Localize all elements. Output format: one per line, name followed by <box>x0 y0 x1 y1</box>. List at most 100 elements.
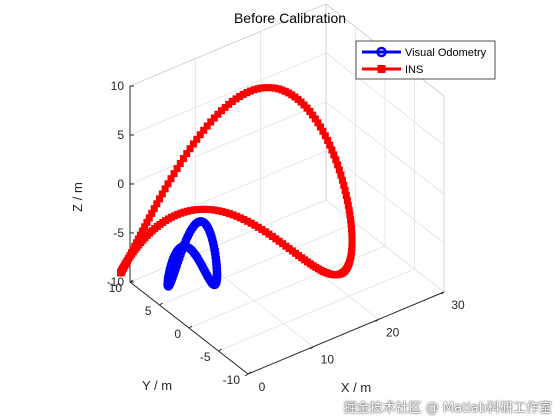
gridline-wall-z <box>129 199 327 283</box>
ins-marker <box>243 89 251 97</box>
ins-marker <box>328 146 336 154</box>
gridline-floor-y <box>218 268 415 352</box>
watermark: 掘金技术社区 @ Matlab科研工作室 <box>343 401 552 416</box>
ins-marker <box>347 216 355 224</box>
ins-marker <box>348 225 356 233</box>
chart-title: Before Calibration <box>234 10 346 26</box>
ins-marker <box>186 145 194 153</box>
ins-marker <box>176 160 184 168</box>
y-tick-mark <box>247 371 252 375</box>
ins-marker <box>309 111 317 119</box>
z-tick-label: 5 <box>117 128 124 142</box>
y-tick-mark <box>218 348 222 352</box>
legend-label-vo: Visual Odometry <box>405 47 487 59</box>
ins-marker <box>345 206 353 214</box>
ins-marker <box>156 195 164 203</box>
ins-marker <box>247 219 255 227</box>
ins-marker <box>138 227 146 235</box>
ins-marker <box>193 135 201 143</box>
ins-marker <box>183 150 191 158</box>
ins-marker <box>225 210 233 218</box>
x-axis-label: X / m <box>341 380 371 395</box>
ins-marker <box>236 93 244 101</box>
ins-marker <box>143 218 151 226</box>
ins-marker <box>239 90 247 98</box>
ins-marker <box>335 166 343 174</box>
z-tick-label: -10 <box>107 275 125 289</box>
ins-marker <box>200 126 208 134</box>
z-axis-label: Z / m <box>70 182 85 212</box>
ins-marker <box>148 209 156 217</box>
ins-marker <box>316 123 324 131</box>
grid <box>129 3 445 375</box>
vo-marker <box>175 250 185 260</box>
ins-marker <box>214 110 222 118</box>
ins-marker <box>340 181 348 189</box>
y-tick-mark <box>159 302 163 306</box>
ins-marker <box>258 226 266 234</box>
y-tick-label: 0 <box>174 327 181 341</box>
x-axis-line <box>247 291 445 375</box>
ins-marker <box>164 180 172 188</box>
ins-marker <box>337 171 345 179</box>
ins-marker <box>207 118 215 126</box>
x-tick-mark <box>440 291 445 295</box>
ins-marker <box>218 208 226 216</box>
ins-marker <box>228 97 236 105</box>
ins-marker <box>261 228 269 236</box>
ins-marker <box>265 230 273 238</box>
gridline-wall-z <box>325 52 445 146</box>
y-tick-label: 10 <box>109 281 123 295</box>
legend-marker-vo <box>376 46 387 58</box>
ins-marker <box>222 209 230 217</box>
ins-marker <box>203 122 211 130</box>
z-tick-label: 10 <box>111 79 125 93</box>
gridline-wall-z <box>129 101 327 185</box>
y-tick-label: -5 <box>200 350 211 364</box>
ins-marker <box>341 186 349 194</box>
ins-marker <box>134 235 142 243</box>
x-tick-mark <box>310 346 314 350</box>
ins-marker <box>240 216 248 224</box>
x-tick-mark <box>244 373 249 377</box>
ins-marker <box>145 214 153 222</box>
ins-marker <box>236 214 244 222</box>
series-layer <box>117 84 356 291</box>
ins-marker <box>324 136 332 144</box>
ins-marker <box>250 86 258 94</box>
ins-marker <box>334 161 342 169</box>
ins-marker <box>319 127 327 135</box>
ins-marker <box>204 205 212 213</box>
ins-marker <box>347 220 355 228</box>
y-tick-mark <box>188 325 193 329</box>
ins-marker <box>232 95 240 103</box>
ins-marker <box>254 85 262 93</box>
ins-marker <box>158 190 166 198</box>
ins-marker <box>330 151 338 159</box>
ins-marker <box>348 237 356 245</box>
x-tick-label: 20 <box>386 325 400 339</box>
z-tick-label: -5 <box>113 226 124 240</box>
legend: Visual Odometry INS <box>355 40 496 80</box>
ins-marker <box>179 155 187 163</box>
ins-marker <box>343 196 351 204</box>
ins-marker <box>257 84 265 92</box>
ins-marker <box>189 140 197 148</box>
y-tick-label: -10 <box>223 373 241 387</box>
ins-marker <box>346 211 354 219</box>
ins-marker <box>211 206 219 214</box>
ins-marker <box>225 100 233 108</box>
ins-marker <box>215 207 223 215</box>
gridline-wall-z <box>129 52 327 136</box>
ins-marker <box>348 233 356 241</box>
y-axis-label: Y / m <box>142 378 172 393</box>
ins-marker <box>150 205 158 213</box>
ins-marker <box>314 119 322 127</box>
ins-marker <box>196 131 204 139</box>
z-tick-label: 0 <box>117 177 124 191</box>
ins-marker <box>141 223 149 231</box>
ins-marker <box>246 87 254 95</box>
x-tick-label: 0 <box>259 380 266 394</box>
